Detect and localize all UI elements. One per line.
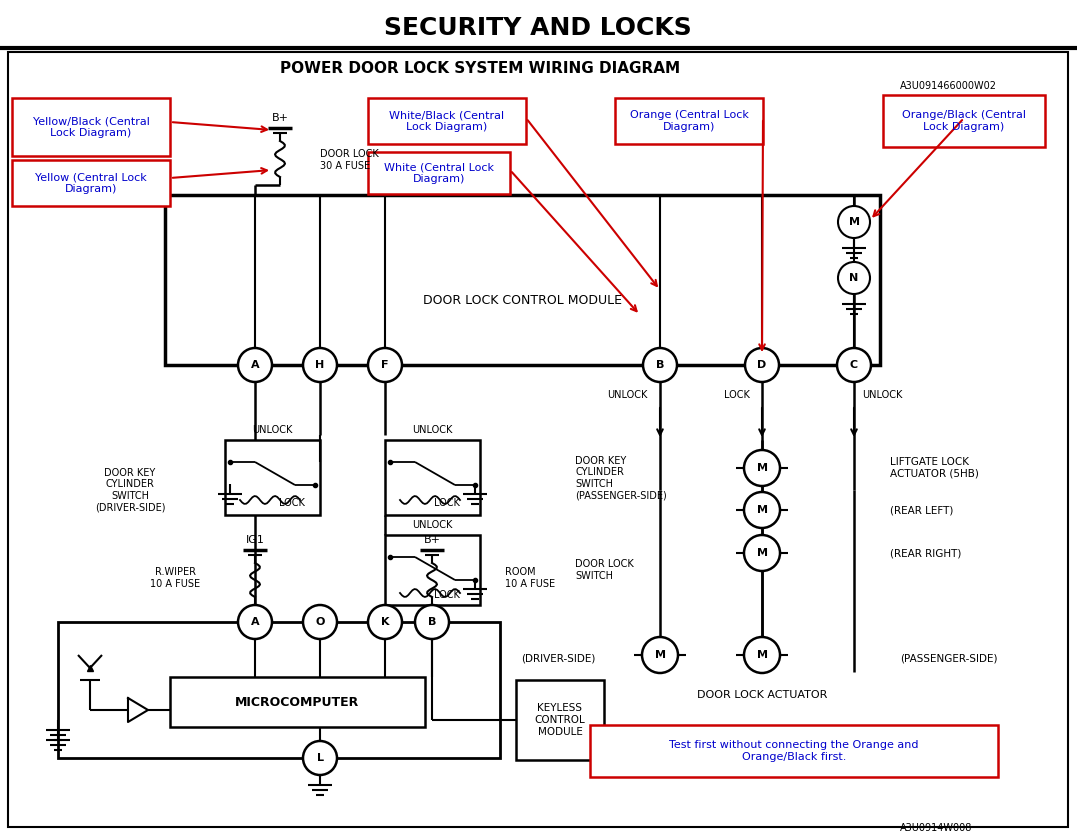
Bar — [170, 677, 425, 727]
Text: UNLOCK: UNLOCK — [412, 520, 452, 530]
Text: LIFTGATE LOCK
ACTUATOR (5HB): LIFTGATE LOCK ACTUATOR (5HB) — [890, 457, 979, 479]
Text: C: C — [850, 360, 858, 370]
Bar — [516, 680, 604, 760]
Text: ROOM
10 A FUSE: ROOM 10 A FUSE — [505, 567, 555, 589]
Text: LOCK: LOCK — [724, 390, 750, 400]
Text: LOCK: LOCK — [434, 590, 460, 600]
Text: A3U091466000W02: A3U091466000W02 — [900, 81, 997, 91]
Text: UNLOCK: UNLOCK — [412, 425, 452, 435]
Bar — [368, 152, 510, 194]
Circle shape — [238, 605, 272, 639]
Text: UNLOCK: UNLOCK — [862, 390, 903, 400]
Circle shape — [838, 206, 870, 238]
Text: M: M — [756, 505, 768, 515]
Text: LOCK: LOCK — [279, 498, 305, 508]
Text: POWER DOOR LOCK SYSTEM WIRING DIAGRAM: POWER DOOR LOCK SYSTEM WIRING DIAGRAM — [280, 60, 680, 76]
Text: KEYLESS
CONTROL
MODULE: KEYLESS CONTROL MODULE — [534, 703, 586, 737]
Text: B+: B+ — [271, 113, 289, 123]
Circle shape — [838, 262, 870, 294]
Text: (REAR RIGHT): (REAR RIGHT) — [890, 548, 962, 558]
Bar — [58, 622, 500, 758]
Text: M: M — [849, 217, 859, 227]
Text: F: F — [381, 360, 389, 370]
Text: K: K — [381, 617, 389, 627]
Text: White/Black (Central
Lock Diagram): White/Black (Central Lock Diagram) — [390, 110, 504, 132]
Text: SECURITY AND LOCKS: SECURITY AND LOCKS — [384, 16, 691, 40]
Text: M: M — [655, 650, 666, 660]
Circle shape — [303, 741, 337, 775]
Bar — [615, 98, 763, 144]
Text: B+: B+ — [423, 535, 440, 545]
Text: A3U0914W008: A3U0914W008 — [900, 823, 973, 833]
Circle shape — [415, 605, 449, 639]
Circle shape — [238, 348, 272, 382]
Text: D: D — [757, 360, 767, 370]
Bar — [384, 535, 480, 605]
Text: R.WIPER
10 A FUSE: R.WIPER 10 A FUSE — [150, 567, 200, 589]
Bar — [590, 725, 998, 777]
Circle shape — [303, 605, 337, 639]
Text: DOOR LOCK
SWITCH: DOOR LOCK SWITCH — [575, 559, 633, 580]
Text: Orange/Black (Central
Lock Diagram): Orange/Black (Central Lock Diagram) — [903, 110, 1026, 132]
Bar — [384, 440, 480, 515]
Circle shape — [744, 637, 780, 673]
Text: UNLOCK: UNLOCK — [607, 390, 648, 400]
Text: DOOR LOCK ACTUATOR: DOOR LOCK ACTUATOR — [697, 690, 827, 700]
Circle shape — [368, 348, 402, 382]
Text: H: H — [316, 360, 324, 370]
Bar — [165, 195, 880, 365]
Circle shape — [745, 348, 779, 382]
Circle shape — [303, 348, 337, 382]
Text: DOOR KEY
CYLINDER
SWITCH
(DRIVER-SIDE): DOOR KEY CYLINDER SWITCH (DRIVER-SIDE) — [95, 468, 165, 512]
Bar — [12, 98, 170, 156]
Circle shape — [642, 637, 679, 673]
Text: (REAR LEFT): (REAR LEFT) — [890, 505, 953, 515]
Text: White (Central Lock
Diagram): White (Central Lock Diagram) — [384, 162, 494, 184]
Circle shape — [744, 492, 780, 528]
Text: M: M — [756, 463, 768, 473]
Bar — [883, 95, 1045, 147]
Bar — [12, 160, 170, 206]
Text: L: L — [317, 753, 323, 763]
Text: DOOR KEY
CYLINDER
SWITCH
(PASSENGER-SIDE): DOOR KEY CYLINDER SWITCH (PASSENGER-SIDE… — [575, 455, 667, 501]
Text: DOOR LOCK
30 A FUSE: DOOR LOCK 30 A FUSE — [320, 150, 379, 171]
Bar — [225, 440, 320, 515]
Text: Orange (Central Lock
Diagram): Orange (Central Lock Diagram) — [630, 110, 749, 132]
Circle shape — [744, 535, 780, 571]
Circle shape — [837, 348, 871, 382]
Circle shape — [744, 450, 780, 486]
Text: (DRIVER-SIDE): (DRIVER-SIDE) — [520, 653, 595, 663]
Text: A: A — [251, 617, 260, 627]
Circle shape — [643, 348, 677, 382]
Text: DOOR LOCK CONTROL MODULE: DOOR LOCK CONTROL MODULE — [423, 293, 623, 307]
Text: (PASSENGER-SIDE): (PASSENGER-SIDE) — [900, 653, 997, 663]
Text: M: M — [756, 548, 768, 558]
Circle shape — [368, 605, 402, 639]
Text: Yellow/Black (Central
Lock Diagram): Yellow/Black (Central Lock Diagram) — [32, 116, 150, 138]
Text: IG1: IG1 — [246, 535, 265, 545]
Text: M: M — [756, 650, 768, 660]
Text: N: N — [850, 273, 858, 283]
Text: MICROCOMPUTER: MICROCOMPUTER — [236, 696, 360, 708]
Text: B: B — [428, 617, 436, 627]
Text: Test first without connecting the Orange and
Orange/Black first.: Test first without connecting the Orange… — [669, 740, 919, 762]
Text: Yellow (Central Lock
Diagram): Yellow (Central Lock Diagram) — [36, 172, 146, 194]
Text: A: A — [251, 360, 260, 370]
Text: UNLOCK: UNLOCK — [252, 425, 293, 435]
Bar — [368, 98, 526, 144]
Text: O: O — [316, 617, 324, 627]
Text: LOCK: LOCK — [434, 498, 460, 508]
Text: B: B — [656, 360, 665, 370]
